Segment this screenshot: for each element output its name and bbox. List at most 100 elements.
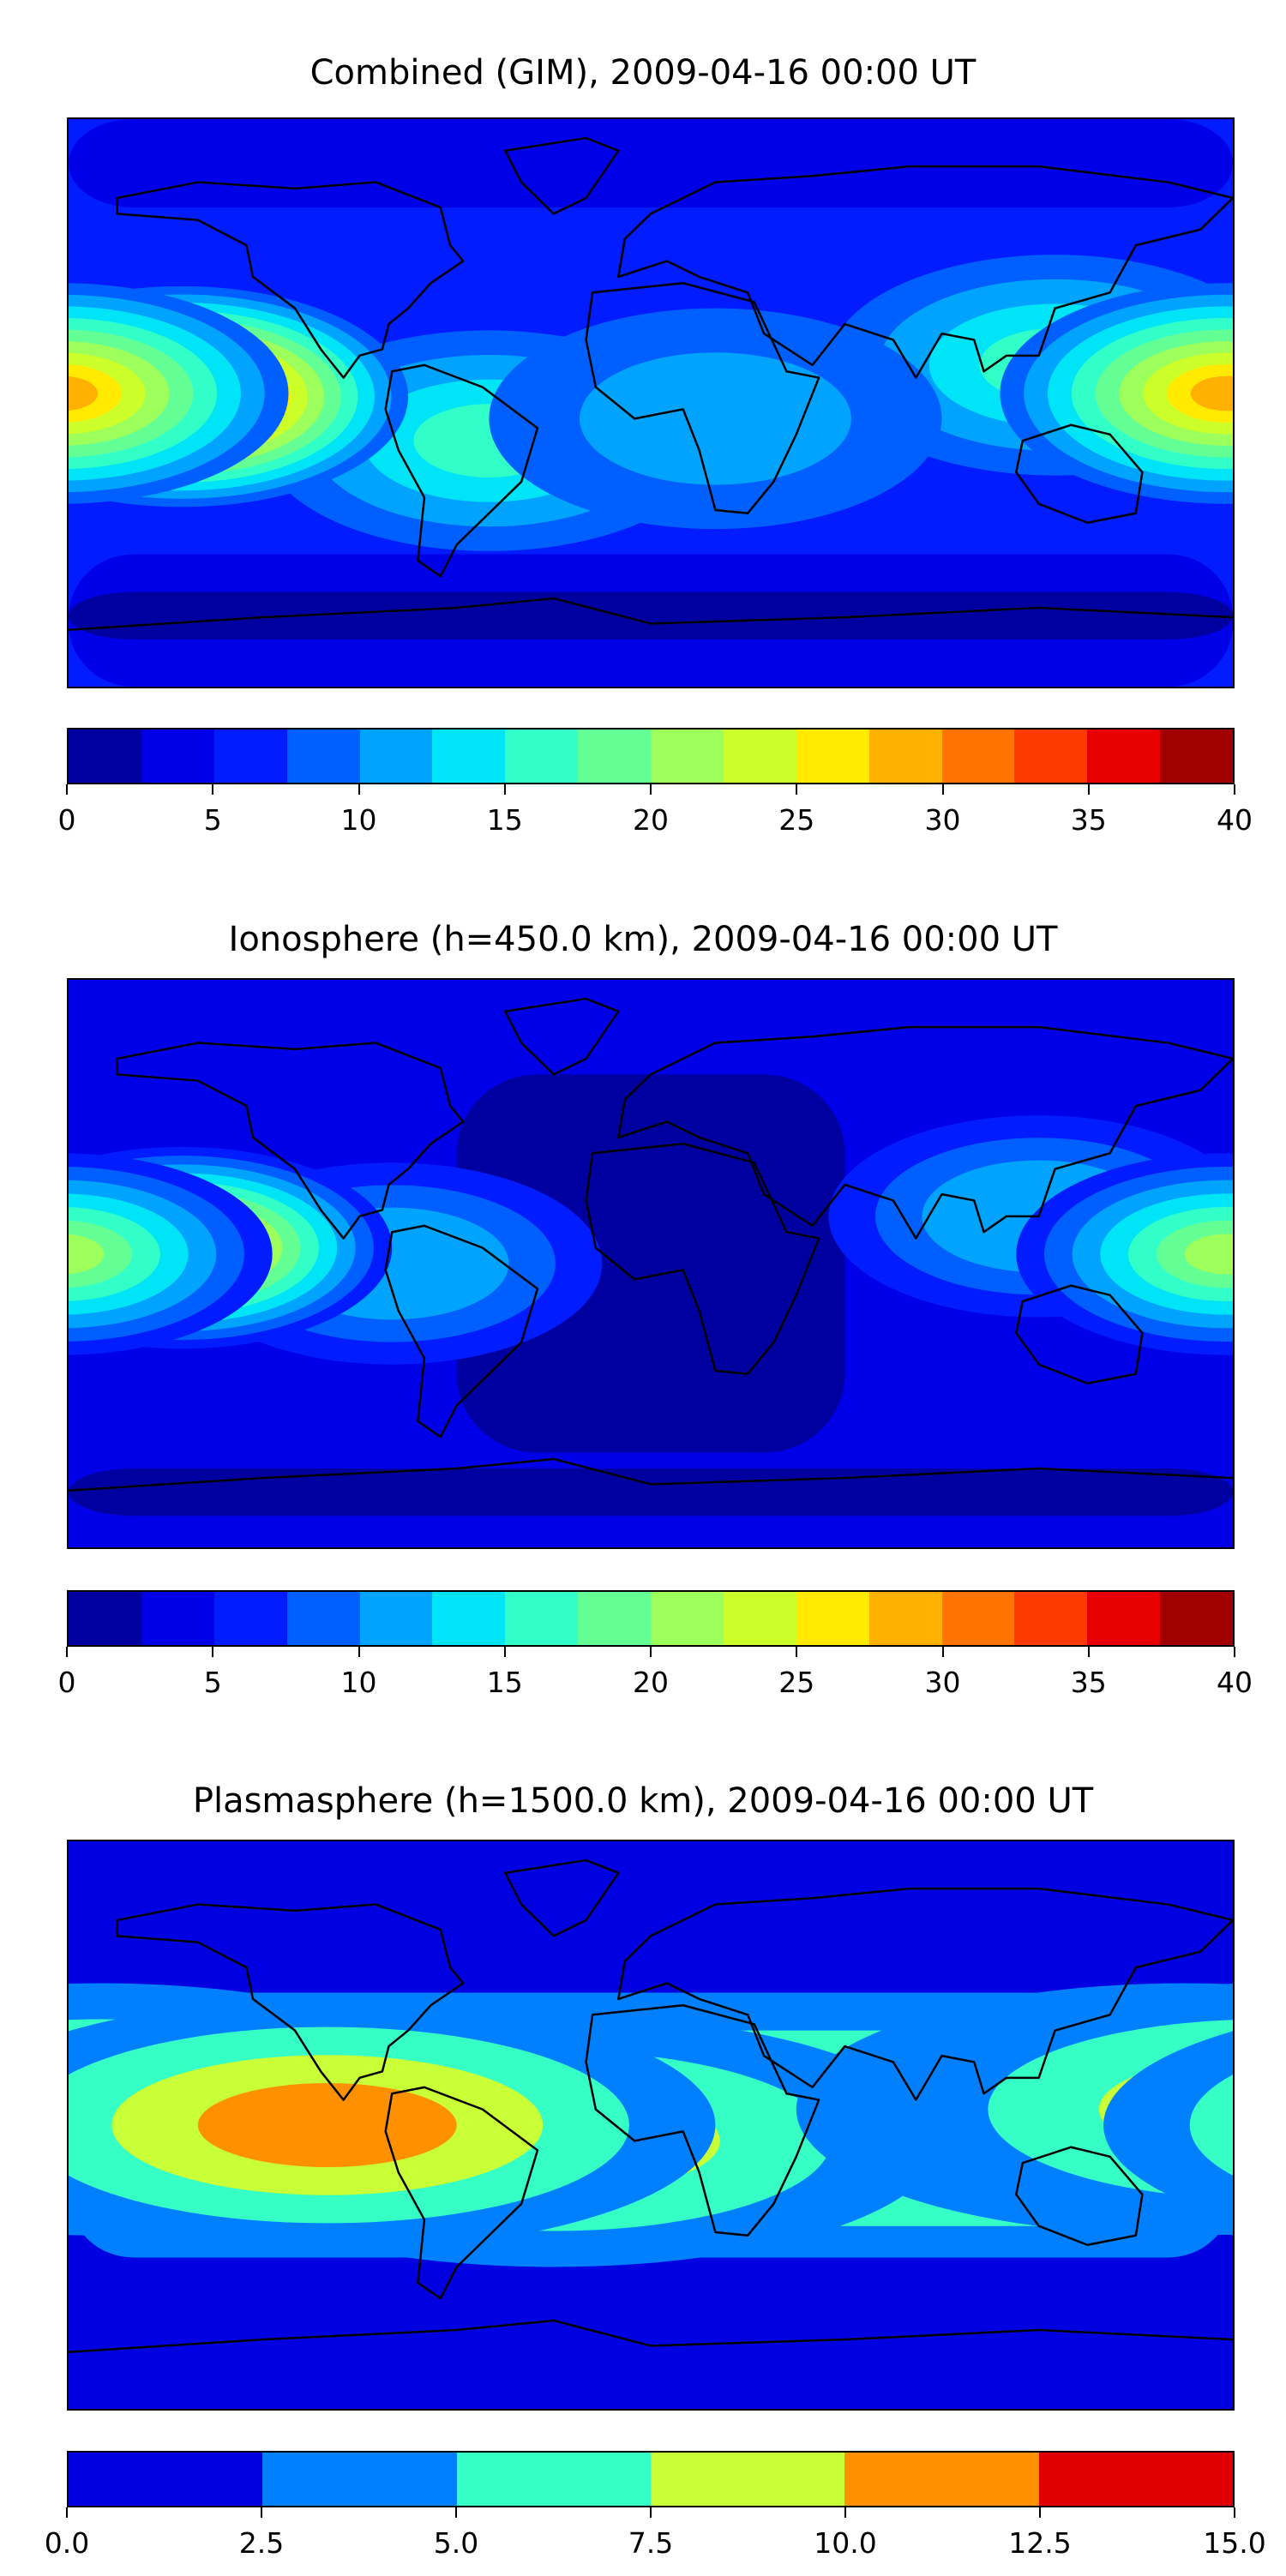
colorbar-ticks-ionosphere: 0 5 10 15 20 25 30 35 40	[58, 1647, 1253, 1715]
coastline	[505, 1860, 618, 1936]
colorbar-tick-label: 0	[57, 1666, 76, 1699]
colorbar-tick	[358, 1647, 360, 1657]
colorbar-segment	[651, 1592, 724, 1645]
colorbar-tick	[796, 784, 798, 795]
colorbar-segment	[456, 2453, 651, 2506]
colorbar-tick	[1234, 1647, 1235, 1657]
colorbar-tick-label: 5	[203, 803, 222, 837]
colorbar-segment	[69, 2453, 263, 2506]
colorbar-tick-label: 5	[203, 1666, 222, 1699]
colorbar-combined	[67, 728, 1235, 784]
coastline	[618, 166, 1233, 377]
colorbar-tick-label: 10	[340, 803, 377, 837]
colorbar-tick-label: 20	[633, 1666, 669, 1699]
colorbar-tick-label: 0.0	[44, 2526, 90, 2560]
colorbar-segment	[941, 1592, 1015, 1645]
colorbar-segment	[1014, 1592, 1088, 1645]
map-ionosphere	[67, 978, 1235, 1549]
contour-level	[1103, 2031, 1233, 2219]
colorbar-tick	[503, 784, 506, 795]
colorbar-segment	[1087, 1592, 1161, 1645]
coastline	[386, 365, 538, 576]
colorbar-tick-label: 20	[633, 803, 669, 837]
coastline	[505, 138, 618, 213]
colorbar-ticks-combined: 0 5 10 15 20 25 30 35 40	[58, 784, 1253, 853]
colorbar-tick	[212, 784, 214, 795]
colorbar-segment	[578, 730, 651, 783]
colorbar-tick-label: 30	[924, 1666, 961, 1699]
colorbar-tick-label: 5.0	[433, 2526, 479, 2560]
coastline	[618, 1888, 1233, 2099]
colorbar-segment	[1160, 1592, 1233, 1645]
colorbar-tick	[650, 784, 652, 795]
colorbar-tick	[503, 1647, 506, 1657]
colorbar-tick-label: 0	[57, 803, 76, 837]
colorbar-tick	[1087, 784, 1090, 795]
colorbar-tick-label: 25	[778, 803, 815, 837]
coastline	[386, 2087, 538, 2298]
coastline	[1016, 1286, 1142, 1384]
colorbar-segment	[941, 730, 1015, 783]
colorbar-segment	[796, 1592, 869, 1645]
colorbar-segment	[286, 1592, 360, 1645]
colorbar-tick	[650, 2507, 652, 2518]
colorbar-plasmasphere	[67, 2451, 1235, 2507]
colorbar-tick	[212, 1647, 214, 1657]
contour-level	[1184, 1234, 1233, 1275]
contour-level	[69, 375, 99, 411]
map-title-combined: Combined (GIM), 2009-04-16 00:00 UT	[309, 53, 977, 93]
map-plasmasphere	[67, 1840, 1235, 2411]
contour-level	[69, 1234, 105, 1275]
colorbar-segment	[286, 730, 360, 783]
colorbar-segment	[651, 730, 724, 783]
colorbar-tick-label: 15.0	[1203, 2526, 1266, 2560]
colorbar-segment	[1038, 2453, 1233, 2506]
coastline	[586, 1144, 820, 1373]
colorbar-tick-label: 2.5	[238, 2526, 285, 2560]
colorbar-segment	[505, 1592, 579, 1645]
field-band	[69, 1468, 1233, 1516]
field-band	[69, 591, 1233, 639]
colorbar-ticks-plasmasphere: 0.0 2.5 5.0 7.5 10.0 12.5 15.0	[45, 2507, 1266, 2576]
colorbar-segment	[359, 1592, 433, 1645]
colorbar-tick-label: 15	[486, 803, 523, 837]
colorbar-tick-label: 35	[1070, 803, 1107, 837]
colorbar-tick	[66, 2507, 68, 2518]
colorbar-tick	[1234, 2507, 1235, 2518]
colorbar-tick	[941, 784, 944, 795]
field-band	[69, 119, 1233, 207]
colorbar-segment	[141, 1592, 214, 1645]
colorbar-segment	[141, 730, 214, 783]
coastline	[586, 283, 820, 513]
colorbar-tick-label: 35	[1070, 1666, 1107, 1699]
map-combined	[67, 117, 1235, 688]
colorbar-tick-label: 10.0	[814, 2526, 877, 2560]
colorbar-segment	[844, 2453, 1039, 2506]
colorbar-segment	[578, 1592, 651, 1645]
coastline	[117, 1043, 464, 1239]
colorbar-tick	[1234, 784, 1235, 795]
colorbar-segment	[213, 1592, 287, 1645]
colorbar-tick-label: 25	[778, 1666, 815, 1699]
coastline	[586, 2005, 820, 2235]
coastline	[117, 183, 464, 378]
colorbar-segment	[432, 1592, 506, 1645]
colorbar-tick	[844, 2507, 846, 2518]
colorbar-segment	[69, 730, 141, 783]
coastline	[69, 2321, 1233, 2352]
colorbar-ionosphere	[67, 1590, 1235, 1647]
colorbar-segment	[262, 2453, 457, 2506]
colorbar-tick-label: 30	[924, 803, 961, 837]
coastline	[618, 1027, 1233, 1238]
colorbar-tick-label: 15	[486, 1666, 523, 1699]
map-title-ionosphere: Ionosphere (h=450.0 km), 2009-04-16 00:0…	[228, 920, 1058, 959]
colorbar-segment	[432, 730, 506, 783]
colorbar-segment	[723, 730, 796, 783]
colorbar-tick	[66, 784, 68, 795]
colorbar-tick	[260, 2507, 262, 2518]
colorbar-tick-label: 40	[1217, 803, 1253, 837]
coastline	[1016, 2147, 1142, 2245]
colorbar-segment	[1160, 730, 1233, 783]
coastline	[69, 598, 1233, 630]
contour-level	[1189, 2075, 1233, 2176]
